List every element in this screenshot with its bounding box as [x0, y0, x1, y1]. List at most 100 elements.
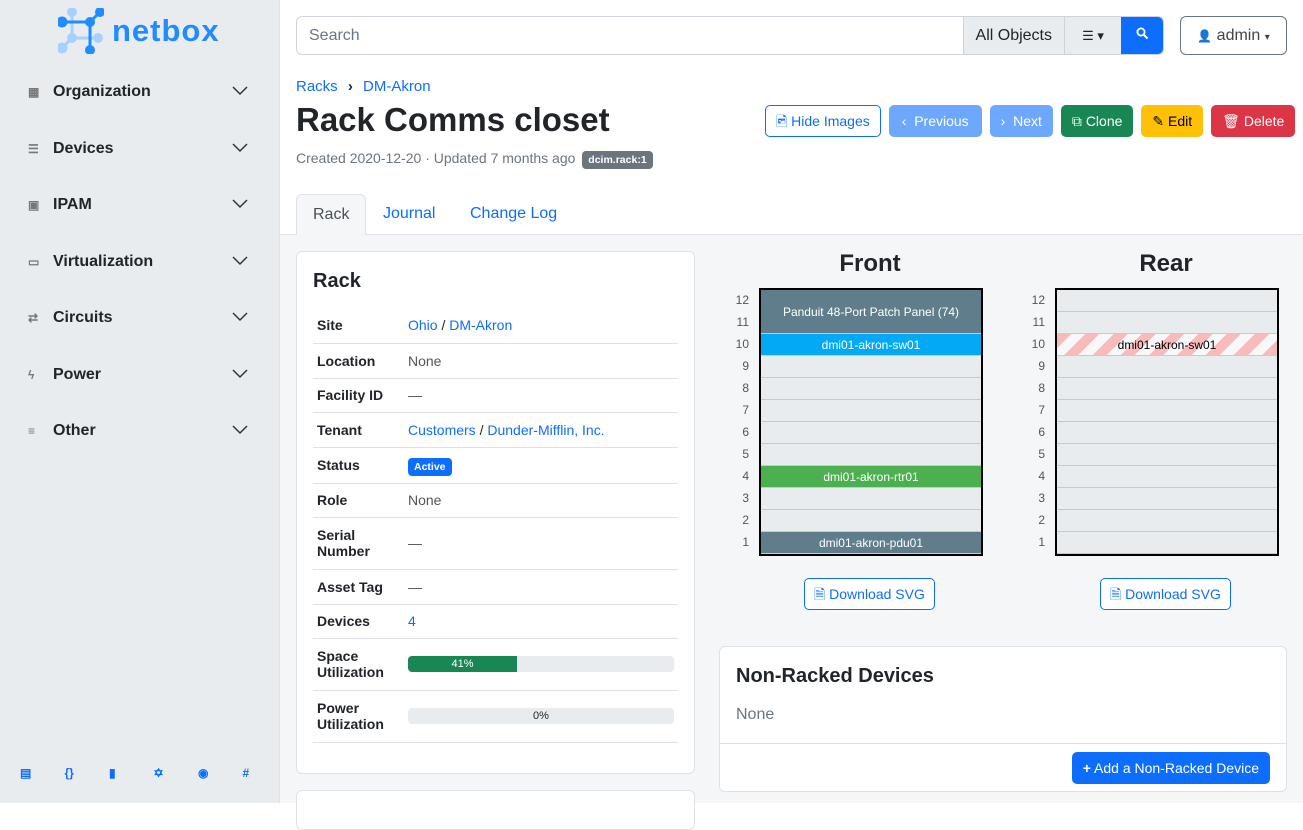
sidebar: netbox ▦ Organization ☰ Devices ▣ IPAM ▭ Virtua… [0, 0, 280, 803]
region-link[interactable]: Ohio [408, 317, 438, 334]
netbox-logo[interactable]: netbox [58, 8, 220, 54]
tab-rack[interactable]: Rack [296, 194, 367, 236]
filter-dropdown-button[interactable]: ☰ ▾ [1064, 17, 1121, 54]
device-name: Panduit 48-Port Patch Panel (74) [782, 304, 960, 319]
empty-unit[interactable] [761, 422, 981, 444]
previous-button[interactable]: ‹ Previous [888, 105, 982, 137]
row-location: Location None [313, 343, 678, 379]
row-facility: Facility ID — [313, 378, 678, 413]
empty-unit[interactable] [1057, 510, 1277, 532]
sidebar-item-organization[interactable]: ▦ Organization [0, 72, 279, 112]
sidebar-item-circuits[interactable]: ⇄ Circuits [0, 298, 279, 338]
row-tenant: Tenant Customers / Dunder-Mifflin, Inc. [313, 412, 678, 448]
search-button[interactable] [1121, 17, 1163, 54]
sidebar-item-other[interactable]: ≡ Other [0, 411, 279, 451]
empty-unit[interactable] [761, 400, 981, 422]
trash-icon: 🗑 [1222, 113, 1240, 129]
devices-link[interactable]: 4 [408, 613, 416, 629]
caret-down-icon: ▾ [1264, 32, 1270, 43]
label: Role [313, 483, 404, 518]
empty-unit[interactable] [1057, 400, 1277, 422]
empty-unit[interactable] [761, 488, 981, 510]
unit-number: 4 [742, 469, 749, 483]
building-icon: ▦ [28, 85, 40, 99]
user-menu-button[interactable]: 👤 admin ▾ [1180, 16, 1287, 55]
rack-device[interactable]: dmi01-akron-sw01 [761, 334, 981, 356]
slack-icon[interactable]: # [242, 766, 250, 780]
unit-number: 11 [1032, 315, 1045, 329]
breadcrumb: Racks › DM-Akron [296, 78, 431, 95]
empty-unit[interactable] [1057, 488, 1277, 510]
label: Clone [1085, 113, 1123, 129]
unit-number: 1 [1038, 535, 1045, 549]
hide-images-button[interactable]: 🖻 Hide Images [765, 105, 881, 137]
empty-unit[interactable] [761, 510, 981, 532]
sidebar-item-virtualization[interactable]: ▭ Virtualization [0, 242, 279, 282]
unit-number: 6 [742, 425, 749, 439]
created-updated: Created 2020-12-20 · Updated 7 months ag… [296, 150, 576, 166]
next-button[interactable]: › Next [989, 105, 1053, 137]
sidebar-item-ipam[interactable]: ▣ IPAM [0, 185, 279, 225]
docs-icon[interactable]: ▮ [109, 766, 116, 780]
sidebar-item-label: Devices [53, 139, 114, 157]
empty-unit[interactable] [761, 378, 981, 400]
rack-device[interactable]: dmi01-akron-pdu01 [761, 532, 981, 554]
add-non-racked-device-button[interactable]: + Add a Non-Racked Device [1071, 752, 1270, 784]
breadcrumb-racks[interactable]: Racks [296, 78, 338, 95]
download-rear-svg-button[interactable]: 🗎 Download SVG [1100, 578, 1231, 610]
clone-button[interactable]: ⧉ Clone [1060, 105, 1134, 137]
empty-unit[interactable] [1057, 312, 1277, 334]
breadcrumb-site[interactable]: DM-Akron [363, 78, 431, 95]
tab-journal[interactable]: Journal [383, 205, 436, 222]
power-utilization-bar: 0% [408, 708, 674, 724]
delete-button[interactable]: 🗑 Delete [1211, 105, 1296, 137]
tenant-group-link[interactable]: Customers [408, 421, 476, 438]
unit-number: 8 [1038, 381, 1045, 395]
file-icon: 🗎 [814, 586, 826, 602]
empty-unit[interactable] [1057, 378, 1277, 400]
unit-number: 7 [742, 403, 749, 417]
empty-unit[interactable] [1057, 356, 1277, 378]
value: — [404, 378, 678, 413]
row-space: Space Utilization 41% [313, 638, 678, 691]
rack-device[interactable]: dmi01-akron-sw01 [1057, 334, 1277, 356]
tenant-link[interactable]: Dunder-Mifflin, Inc. [487, 421, 605, 438]
bar-text: 0% [533, 710, 549, 722]
sidebar-item-power[interactable]: ϟ Power [0, 355, 279, 395]
download-front-svg-button[interactable]: 🗎 Download SVG [804, 578, 935, 610]
book-icon[interactable]: ▤ [20, 766, 32, 780]
object-type-select[interactable]: All Objects [962, 17, 1064, 54]
empty-unit[interactable] [1057, 532, 1277, 554]
value: None [404, 483, 678, 518]
site-link[interactable]: DM-Akron [449, 317, 513, 334]
row-devices: Devices 4 [313, 604, 678, 639]
empty-unit[interactable] [1057, 422, 1277, 444]
empty-unit[interactable] [761, 356, 981, 378]
space-utilization-bar: 41% [408, 656, 674, 672]
empty-unit[interactable] [1057, 444, 1277, 466]
rack-device[interactable]: dmi01-akron-rtr01 [761, 466, 981, 488]
rack-attributes-table: Site Ohio / DM-Akron Location None Facilit… [313, 308, 678, 743]
pencil-icon: ✎ [1152, 113, 1165, 129]
graphql-icon[interactable]: ✡ [153, 766, 164, 780]
empty-unit[interactable] [1057, 290, 1277, 312]
github-icon[interactable]: ◉ [198, 766, 209, 780]
search-input[interactable]: Search [309, 27, 360, 44]
rack-device[interactable]: Panduit 48-Port Patch Panel (74) [761, 290, 981, 334]
unit-number: 5 [742, 447, 749, 461]
tab-change-log[interactable]: Change Log [470, 205, 558, 222]
plus-icon: + [1082, 760, 1091, 776]
sidebar-item-label: Power [53, 365, 102, 383]
empty-unit[interactable] [761, 444, 981, 466]
copy-icon: ⧉ [1071, 113, 1082, 129]
empty-unit[interactable] [1057, 466, 1277, 488]
api-icon[interactable]: {} [64, 766, 74, 780]
chevron-down-icon [232, 368, 248, 378]
device-name: dmi01-akron-rtr01 [823, 469, 919, 484]
edit-button[interactable]: ✎ Edit [1141, 105, 1204, 137]
sidebar-item-devices[interactable]: ☰ Devices [0, 129, 279, 169]
label: Previous [914, 113, 969, 129]
card-title: Rack [313, 270, 361, 292]
chevron-left-icon: ‹ [901, 113, 907, 129]
label: Edit [1168, 113, 1193, 129]
